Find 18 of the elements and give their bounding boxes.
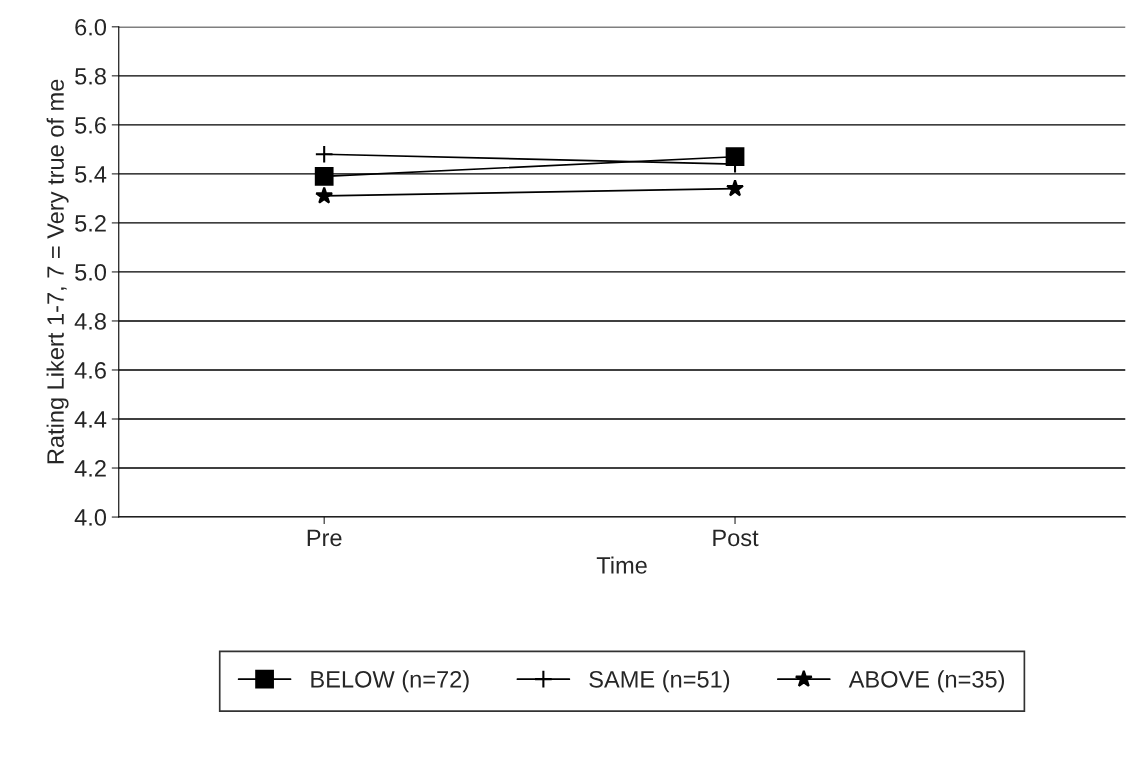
y-tick-label: 4.4	[74, 411, 107, 428]
y-tick-label: 5.6	[75, 116, 106, 134]
legend-label: BELOW (n=72)	[311, 670, 469, 693]
x-axis-title: Time	[596, 556, 647, 574]
y-axis-title: Rating Likert 1-7, 7 = Very true of me	[46, 79, 69, 464]
y-tick-label: 4.0	[74, 509, 107, 526]
x-tick-label: Post	[713, 529, 759, 547]
y-tick-label: 4.8	[74, 313, 106, 330]
x-tick-label: Pre	[307, 529, 342, 547]
y-tick-label: 5.8	[75, 67, 106, 85]
y-tick-label: 4.2	[74, 460, 106, 477]
y-tick-label: 5.4	[75, 166, 107, 183]
y-tick-label: 4.6	[74, 362, 106, 379]
legend-label: SAME (n=51)	[589, 670, 730, 693]
y-tick-label: 5.0	[75, 264, 107, 281]
y-tick-label: 6.0	[75, 18, 107, 36]
y-tick-label: 5.2	[75, 214, 106, 232]
legend-label: ABOVE (n=35)	[848, 670, 1005, 693]
